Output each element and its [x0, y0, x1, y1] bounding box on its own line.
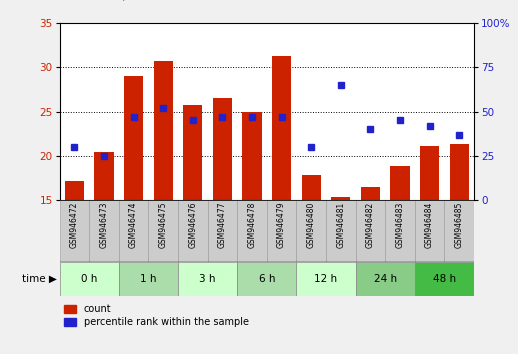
- Bar: [420, 146, 439, 200]
- Bar: [119, 262, 178, 296]
- Bar: [124, 76, 143, 200]
- Bar: [178, 200, 208, 262]
- Text: 24 h: 24 h: [373, 274, 397, 284]
- Text: GSM946480: GSM946480: [307, 202, 315, 248]
- Bar: [444, 200, 474, 262]
- Text: GSM946474: GSM946474: [129, 202, 138, 249]
- Text: 48 h: 48 h: [433, 274, 456, 284]
- Text: 0 h: 0 h: [81, 274, 97, 284]
- Bar: [153, 61, 173, 200]
- Text: GSM946475: GSM946475: [159, 202, 168, 249]
- Text: 1 h: 1 h: [140, 274, 156, 284]
- Bar: [242, 112, 262, 200]
- Bar: [65, 181, 84, 200]
- Text: GSM946476: GSM946476: [188, 202, 197, 249]
- Text: GSM946479: GSM946479: [277, 202, 286, 249]
- Text: GSM946477: GSM946477: [218, 202, 227, 249]
- Text: GSM946483: GSM946483: [395, 202, 405, 248]
- Bar: [296, 200, 326, 262]
- Bar: [296, 262, 355, 296]
- Bar: [415, 200, 444, 262]
- Bar: [391, 166, 410, 200]
- Bar: [213, 98, 232, 200]
- Bar: [208, 200, 237, 262]
- Bar: [355, 262, 415, 296]
- Bar: [385, 200, 415, 262]
- Legend: count, percentile rank within the sample: count, percentile rank within the sample: [64, 304, 249, 327]
- Bar: [237, 200, 267, 262]
- Bar: [361, 187, 380, 200]
- Text: GSM946472: GSM946472: [70, 202, 79, 248]
- Text: time ▶: time ▶: [22, 274, 57, 284]
- Bar: [183, 105, 203, 200]
- Bar: [301, 175, 321, 200]
- Bar: [89, 200, 119, 262]
- Bar: [178, 262, 237, 296]
- Bar: [331, 198, 350, 200]
- Bar: [94, 152, 113, 200]
- Text: 12 h: 12 h: [314, 274, 338, 284]
- Bar: [237, 262, 296, 296]
- Text: GSM946484: GSM946484: [425, 202, 434, 248]
- Text: GSM946485: GSM946485: [455, 202, 464, 248]
- Bar: [60, 262, 119, 296]
- Text: GDS5454 / 8007497: GDS5454 / 8007497: [60, 0, 186, 2]
- Bar: [119, 200, 148, 262]
- Bar: [267, 200, 296, 262]
- Text: GSM946482: GSM946482: [366, 202, 375, 248]
- Text: 3 h: 3 h: [199, 274, 216, 284]
- Text: GSM946478: GSM946478: [248, 202, 256, 248]
- Bar: [60, 200, 89, 262]
- Text: GSM946481: GSM946481: [336, 202, 346, 248]
- Text: 6 h: 6 h: [258, 274, 275, 284]
- Bar: [415, 262, 474, 296]
- Bar: [272, 56, 291, 200]
- Bar: [450, 144, 469, 200]
- Bar: [355, 200, 385, 262]
- Bar: [148, 200, 178, 262]
- Bar: [326, 200, 355, 262]
- Text: GSM946473: GSM946473: [99, 202, 108, 249]
